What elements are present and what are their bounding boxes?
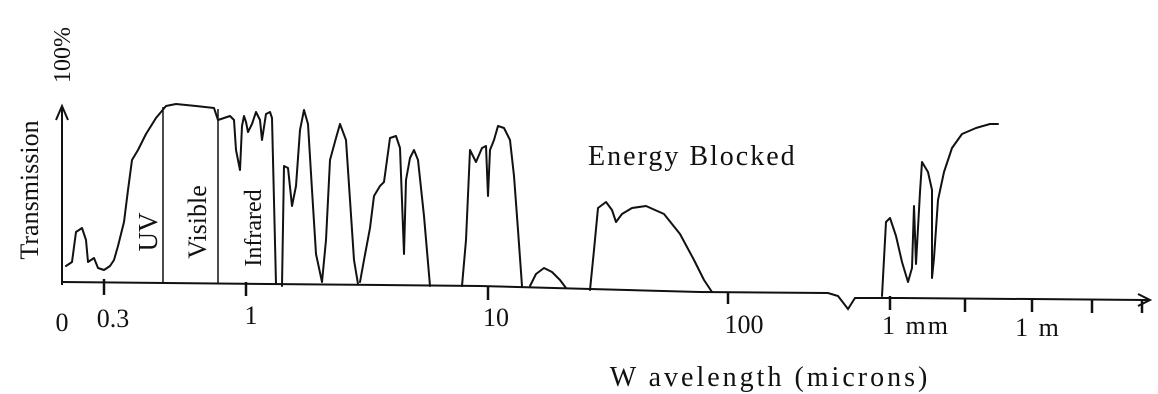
transmission-curve-ir-window-3 <box>461 125 523 287</box>
uv-band-label: UV <box>133 212 163 251</box>
x-tick-label: 0.3 <box>97 304 130 333</box>
infrared-band-label: Infrared <box>241 189 267 266</box>
transmission-curve-ir-window-2 <box>359 135 431 287</box>
y-axis-label: Transmission <box>15 120 44 259</box>
visible-band-label: Visible <box>183 185 212 259</box>
energy-blocked-annotation: Energy Blocked <box>588 141 797 172</box>
x-tick-label: 1 <box>245 301 258 330</box>
x-axis-label: W avelength (microns) <box>610 362 931 393</box>
y-axis-top-label: 100% <box>50 27 76 83</box>
x-tick-label: 1 mm <box>882 311 950 340</box>
transmission-curve-small-bump <box>529 267 567 289</box>
x-axis-ticks <box>102 279 1144 313</box>
x-tick-labels: 0 0.3 1 10 100 1 mm 1 m <box>56 301 1061 342</box>
y-axis-arrowhead <box>55 103 69 121</box>
transmission-curve-radio-window <box>881 123 999 297</box>
transmission-curve-uv-spike <box>65 103 277 285</box>
x-tick-label: 0 <box>56 308 69 337</box>
x-tick-label: 10 <box>483 303 509 332</box>
transmission-curve <box>65 103 999 297</box>
transmission-curve-far-ir-window <box>589 201 713 293</box>
x-tick-label: 100 <box>725 310 764 339</box>
x-axis-line <box>61 281 1149 311</box>
transmission-curve-ir-window-1 <box>281 109 359 287</box>
x-tick-label: 1 m <box>1015 313 1061 342</box>
